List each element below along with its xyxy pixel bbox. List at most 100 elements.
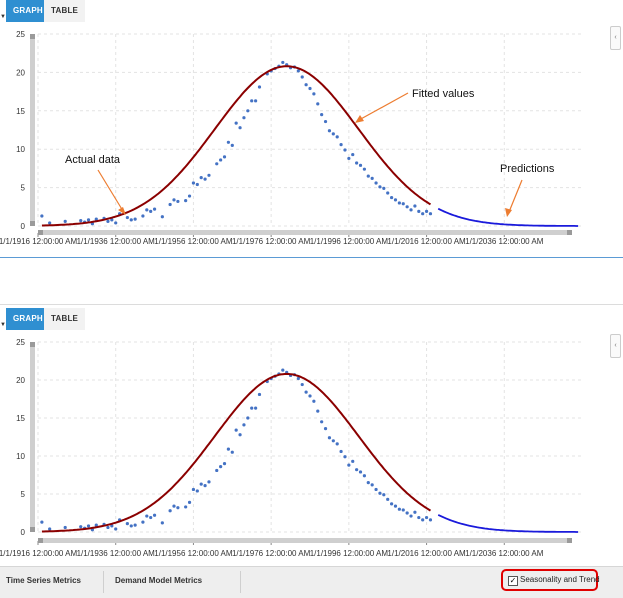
time-series-chart: 0 5 10 15 20 25 1/1/1916 12:00:00 AM 1/1/1936 … — [0, 338, 582, 558]
actual-data-point — [234, 121, 238, 125]
actual-data-point — [79, 219, 83, 223]
actual-data-point — [308, 394, 312, 398]
time-series-metrics-tab[interactable]: Time Series Metrics — [6, 576, 82, 585]
actual-data-point — [187, 500, 192, 504]
actual-data-point — [362, 474, 366, 478]
horizontal-scrollbar[interactable] — [38, 538, 572, 543]
actual-data-point — [413, 510, 417, 514]
actual-data-point — [339, 142, 343, 147]
x-tick-label: 1/1/2016 12:00:00 AM — [387, 237, 466, 246]
actual-data-point — [238, 433, 242, 437]
actual-data-point — [230, 450, 234, 454]
actual-data-point — [428, 212, 433, 216]
chart-panel-2: ▼ GRAPH TABLE ‹ 0 5 10 15 20 25 1/1/1916 12:0… — [0, 304, 623, 566]
actual-data-point — [331, 439, 335, 443]
actual-data-point — [327, 129, 332, 133]
actual-data-point — [40, 214, 44, 218]
vertical-scrollbar[interactable] — [30, 342, 35, 532]
collapse-panel-icon[interactable]: ‹ — [610, 334, 621, 358]
actual-data-point — [254, 99, 258, 103]
dropdown-caret-icon[interactable]: ▼ — [0, 14, 6, 20]
actual-data-point — [191, 487, 196, 492]
actual-data-point — [386, 497, 390, 501]
x-tick-label: 1/1/1916 12:00:00 AM — [0, 237, 77, 246]
actual-data-point — [114, 221, 118, 225]
tab-graph[interactable]: GRAPH — [6, 308, 50, 330]
x-tick-label: 1/1/1936 12:00:00 AM — [77, 237, 156, 246]
actual-data-point — [370, 483, 374, 487]
vertical-scrollbar[interactable] — [30, 34, 35, 226]
fitted-values-line — [41, 372, 432, 533]
actual-data-point — [215, 162, 219, 166]
actual-data-point — [358, 470, 363, 474]
actual-data-point — [339, 449, 343, 454]
actual-data-point — [207, 173, 211, 177]
y-tick-label: 20 — [16, 376, 25, 385]
actual-data-point — [125, 215, 129, 220]
fitted-values-arrowhead — [355, 115, 364, 123]
x-tick-label: 1/1/2016 12:00:00 AM — [387, 549, 466, 558]
vertical-scroll-handle[interactable] — [30, 342, 35, 347]
actual-data-point — [417, 515, 421, 520]
actual-data-point — [250, 406, 254, 410]
actual-data-point — [424, 515, 429, 520]
vertical-scroll-handle[interactable] — [30, 34, 35, 39]
x-tick-label: 1/1/1936 12:00:00 AM — [77, 549, 156, 558]
actual-data-point — [242, 423, 246, 427]
actual-data-point — [351, 152, 355, 157]
fitted-values-annotation: Fitted values — [412, 88, 475, 100]
separator — [103, 571, 104, 593]
y-tick-label: 10 — [16, 452, 25, 461]
actual-data-point — [312, 399, 316, 403]
actual-data-point — [125, 522, 129, 526]
x-tick-label: 1/1/2036 12:00:00 AM — [465, 237, 544, 246]
actual-data-point — [222, 462, 227, 466]
actual-data-point — [355, 161, 359, 165]
horizontal-scroll-handle[interactable] — [38, 538, 43, 543]
fitted-values-arrow — [358, 92, 409, 121]
actual-data-point — [335, 135, 339, 139]
actual-data-point — [141, 520, 145, 524]
collapse-panel-icon[interactable]: ‹ — [610, 26, 621, 50]
horizontal-scroll-handle[interactable] — [38, 230, 43, 235]
horizontal-scroll-handle[interactable] — [567, 538, 572, 543]
tab-graph[interactable]: GRAPH — [6, 0, 50, 22]
y-tick-label: 0 — [21, 222, 26, 231]
seasonality-checkbox[interactable]: ✓ — [508, 576, 518, 586]
actual-data-annotation: Actual data — [65, 154, 121, 166]
actual-data-point — [234, 428, 238, 432]
tab-table[interactable]: TABLE — [44, 0, 86, 22]
x-tick-label: 1/1/1976 12:00:00 AM — [232, 549, 311, 558]
actual-data-point — [254, 406, 258, 410]
actual-data-point — [246, 109, 250, 113]
actual-data-point — [149, 209, 153, 214]
prediction-line — [437, 207, 579, 227]
panel-divider — [0, 257, 623, 258]
tab-table[interactable]: TABLE — [44, 308, 86, 330]
actual-data-point — [145, 514, 149, 518]
actual-data-point — [184, 199, 188, 203]
actual-data-point — [48, 221, 52, 225]
vertical-scroll-handle[interactable] — [30, 527, 35, 532]
x-tick-label: 1/1/1956 12:00:00 AM — [154, 549, 233, 558]
actual-data-point — [331, 132, 335, 136]
actual-data-point — [386, 191, 390, 195]
demand-model-metrics-tab[interactable]: Demand Model Metrics — [115, 576, 203, 585]
horizontal-scrollbar[interactable] — [38, 230, 572, 235]
actual-data-point — [129, 524, 133, 528]
actual-data-point — [191, 181, 196, 185]
actual-data-point — [300, 75, 304, 79]
actual-data-point — [323, 427, 328, 431]
actual-data-point — [421, 212, 425, 216]
actual-data-point — [347, 156, 351, 161]
actual-data-point — [374, 487, 378, 492]
horizontal-scroll-handle[interactable] — [567, 230, 572, 235]
actual-data-point — [226, 447, 230, 451]
actual-data-point — [308, 86, 312, 91]
actual-data-point — [86, 524, 91, 528]
actual-data-point — [40, 520, 44, 524]
vertical-scroll-handle[interactable] — [30, 221, 35, 226]
prediction-line — [437, 514, 579, 533]
dropdown-caret-icon[interactable]: ▼ — [0, 322, 6, 328]
actual-data-point — [257, 85, 262, 89]
